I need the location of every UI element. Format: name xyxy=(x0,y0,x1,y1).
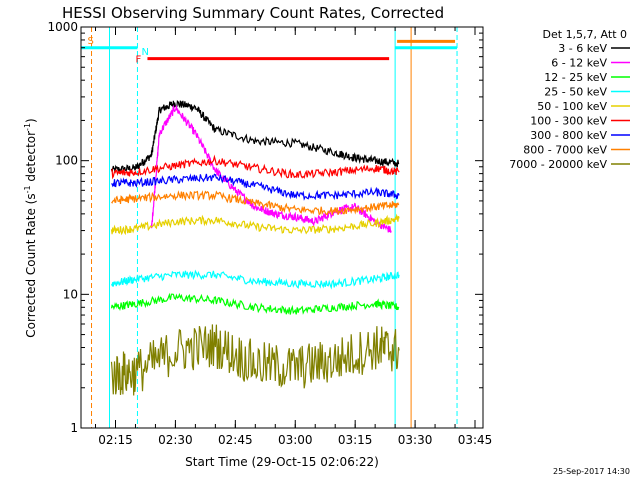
legend-title: Det 1,5,7, Att 0 xyxy=(543,28,627,41)
y-axis-label-end: ) xyxy=(24,118,38,123)
series-line-2 xyxy=(110,292,400,315)
y-tick-label-3: 1000 xyxy=(47,20,78,34)
series-line-7 xyxy=(111,190,400,216)
series-line-0 xyxy=(110,99,400,173)
x-tick-label-0: 02:15 xyxy=(98,433,133,447)
legend-label-6: 300 - 800 keV xyxy=(530,129,607,142)
legend-label-4: 50 - 100 keV xyxy=(537,100,607,113)
legend-label-2: 12 - 25 keV xyxy=(544,71,607,84)
x-tick-label-5: 03:30 xyxy=(398,433,433,447)
x-tick-label-1: 02:30 xyxy=(158,433,193,447)
series-line-6 xyxy=(111,173,400,201)
chart-title: HESSI Observing Summary Count Rates, Cor… xyxy=(62,4,444,22)
y-tick-label-1: 10 xyxy=(63,287,78,301)
y-axis-label-sup2: -1 xyxy=(23,123,32,131)
y-axis-label: Corrected Count Rate (s-1 detector-1) xyxy=(23,118,38,337)
series-line-5 xyxy=(110,154,400,180)
series-line-8 xyxy=(110,324,400,396)
x-tick-label-3: 03:00 xyxy=(278,433,313,447)
legend-label-5: 100 - 300 keV xyxy=(530,115,607,128)
night-label: N xyxy=(141,47,148,58)
x-tick-label-4: 03:15 xyxy=(338,433,373,447)
y-tick-label-0: 1 xyxy=(70,421,78,435)
legend-label-3: 25 - 50 keV xyxy=(544,86,607,99)
y-axis-label-sup1: -1 xyxy=(23,185,32,193)
plot-frame xyxy=(80,26,484,429)
timestamp: 25-Sep-2017 14:30 xyxy=(553,467,630,476)
y-axis-label-main: Corrected Count Rate (s xyxy=(24,193,38,337)
x-axis-label: Start Time (29-Oct-15 02:06:22) xyxy=(185,455,379,469)
legend-label-7: 800 - 7000 keV xyxy=(523,144,607,157)
y-axis-label-mid: detector xyxy=(24,131,38,186)
series-line-4 xyxy=(110,213,400,236)
series-line-1 xyxy=(150,104,392,233)
y-tick-label-2: 100 xyxy=(55,154,78,168)
x-tick-label-6: 03:45 xyxy=(458,433,493,447)
legend-label-8: 7000 - 20000 keV xyxy=(509,158,607,171)
x-tick-label-2: 02:45 xyxy=(218,433,253,447)
flare-label: F xyxy=(135,55,141,66)
series-line-3 xyxy=(110,269,400,290)
legend-label-0: 3 - 6 keV xyxy=(558,42,607,55)
saa-label: S xyxy=(88,36,94,47)
legend-label-1: 6 - 12 keV xyxy=(551,57,607,70)
